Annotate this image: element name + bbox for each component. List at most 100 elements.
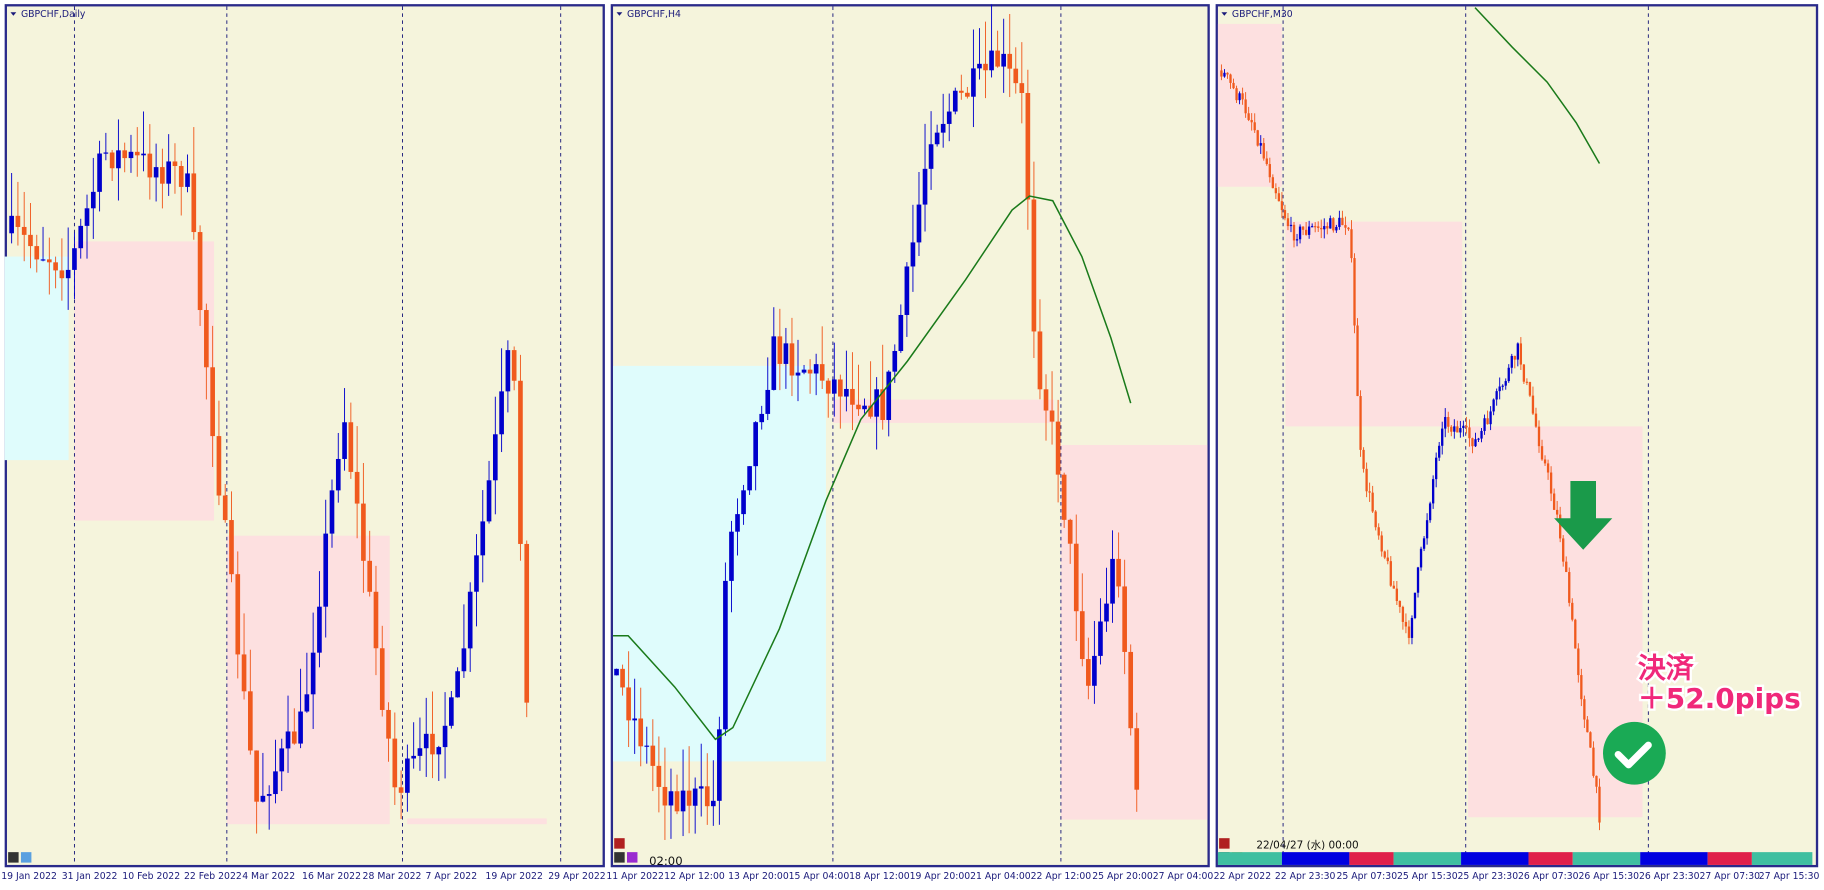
candle-body bbox=[940, 123, 946, 133]
candle-body bbox=[405, 758, 410, 793]
x-axis-label: 7 Apr 2022 bbox=[426, 871, 478, 882]
candle-body bbox=[1362, 449, 1365, 469]
candle-body bbox=[78, 225, 84, 249]
candle-body bbox=[1583, 699, 1586, 720]
candle-body bbox=[65, 269, 71, 279]
candle-body bbox=[291, 731, 297, 744]
candle-body bbox=[1241, 93, 1244, 100]
candle-body bbox=[423, 733, 429, 749]
candle-body bbox=[825, 380, 831, 394]
x-axis-label: 27 Apr 04:00 bbox=[1153, 871, 1214, 882]
candle-body bbox=[1416, 567, 1420, 593]
candle-body bbox=[698, 786, 704, 789]
x-axis-label: 16 Mar 2022 bbox=[302, 871, 361, 882]
candle-body bbox=[1522, 364, 1526, 382]
candle-body bbox=[1289, 224, 1293, 227]
candle-body bbox=[995, 50, 1000, 67]
candle-body bbox=[650, 745, 656, 766]
candle-body bbox=[499, 391, 504, 435]
candle-body bbox=[1347, 227, 1350, 230]
candle-body bbox=[1501, 385, 1504, 387]
zone bbox=[1060, 445, 1208, 820]
candle-body bbox=[1271, 177, 1275, 189]
candle-body bbox=[874, 389, 879, 417]
candle-body bbox=[850, 388, 855, 405]
x-axis-label: 12 Apr 12:00 bbox=[664, 871, 725, 882]
x-axis-label: 26 Apr 23:30 bbox=[1639, 871, 1700, 882]
candle-body bbox=[656, 765, 662, 787]
candle-body bbox=[729, 531, 734, 581]
candle-body bbox=[1435, 457, 1438, 480]
candle-body bbox=[147, 153, 153, 178]
zone bbox=[1217, 23, 1282, 187]
zone bbox=[226, 535, 390, 825]
candle-body bbox=[1326, 226, 1329, 229]
candle-body bbox=[1513, 355, 1516, 360]
candle-body bbox=[1307, 226, 1311, 235]
session-bar bbox=[1281, 852, 1350, 865]
candle-body bbox=[72, 248, 77, 270]
candle-body bbox=[1492, 399, 1495, 412]
candle-body bbox=[692, 788, 698, 806]
candle-body bbox=[868, 405, 873, 417]
candle-body bbox=[1259, 143, 1262, 146]
candle-body bbox=[373, 591, 379, 649]
candle-body bbox=[1580, 675, 1583, 700]
candle-body bbox=[886, 371, 892, 420]
candle-body bbox=[1595, 775, 1598, 787]
candle-body bbox=[1110, 558, 1115, 604]
candle-body bbox=[449, 697, 454, 726]
candle-body bbox=[952, 90, 958, 112]
candle-body bbox=[1428, 503, 1432, 521]
candle-body bbox=[455, 671, 460, 698]
candle-body bbox=[1128, 651, 1134, 729]
candle-body bbox=[367, 560, 373, 592]
candle-body bbox=[668, 791, 674, 806]
candle-body bbox=[1489, 411, 1492, 425]
candle-body bbox=[1504, 381, 1507, 386]
candle-body bbox=[411, 755, 416, 759]
chart-title: GBPCHF,M30 bbox=[1232, 9, 1293, 20]
x-axis-label: 31 Jan 2022 bbox=[62, 871, 118, 882]
toolbar-icon bbox=[1219, 838, 1230, 849]
candle-body bbox=[1592, 747, 1595, 776]
candle-body bbox=[1329, 218, 1332, 229]
x-axis-label: 27 Apr 07:30 bbox=[1699, 871, 1760, 882]
candle-body bbox=[524, 543, 530, 703]
candle-body bbox=[1298, 226, 1302, 240]
toolbar-icon bbox=[8, 852, 19, 863]
candle-body bbox=[735, 514, 740, 532]
x-axis-label: 27 Apr 15:30 bbox=[1759, 871, 1820, 882]
candle-body bbox=[1401, 606, 1405, 622]
x-axis-label: 25 Apr 07:30 bbox=[1337, 871, 1398, 882]
candle-body bbox=[304, 694, 310, 712]
zone bbox=[4, 256, 69, 461]
check-badge bbox=[1602, 721, 1666, 785]
candle-body bbox=[461, 648, 467, 672]
check-mark bbox=[1614, 741, 1652, 769]
candle-body bbox=[620, 668, 625, 688]
candle-body bbox=[747, 466, 752, 491]
candle-body bbox=[1368, 491, 1371, 493]
candle-body bbox=[759, 413, 765, 423]
candle-body bbox=[856, 404, 861, 410]
toolbar-icon bbox=[614, 838, 625, 849]
candle-body bbox=[1359, 396, 1362, 450]
x-axis-label: 25 Apr 23:30 bbox=[1458, 871, 1519, 882]
session-bar bbox=[1640, 852, 1708, 865]
candle-body bbox=[710, 800, 716, 807]
candle-body bbox=[1122, 586, 1127, 652]
candle-body bbox=[1480, 430, 1483, 439]
candle-body bbox=[632, 718, 638, 721]
candle-body bbox=[1086, 659, 1091, 686]
candle-body bbox=[1525, 381, 1529, 383]
candle-body bbox=[260, 795, 266, 802]
candle-body bbox=[1104, 603, 1109, 622]
candle-body bbox=[831, 379, 837, 394]
session-bar bbox=[1393, 852, 1462, 865]
candle-body bbox=[492, 434, 498, 481]
session-bar bbox=[1528, 852, 1573, 865]
candle-body bbox=[1510, 355, 1513, 368]
candle-body bbox=[1350, 229, 1353, 259]
